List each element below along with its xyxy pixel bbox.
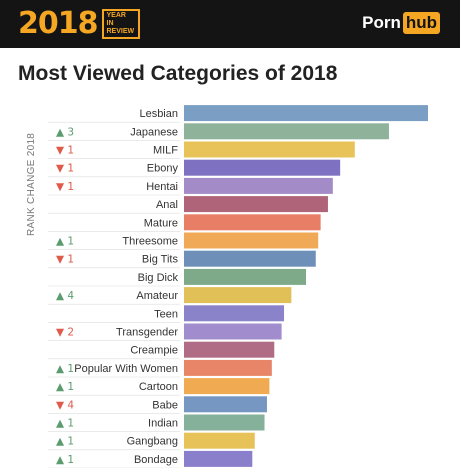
bar-cartoon [184, 378, 270, 395]
category-label: Mature [144, 217, 178, 229]
chart-title: Most Viewed Categories of 2018 [18, 62, 338, 85]
category-label: Japanese [130, 126, 178, 138]
rank-up-indicator: ▲ 1 [56, 381, 74, 393]
bar-creampie [184, 341, 275, 358]
category-label: Babe [152, 399, 178, 411]
bar-babe [184, 396, 267, 413]
rank-up-indicator: ▲ 1 [56, 418, 74, 430]
rank-down-indicator: ▼ 1 [56, 181, 74, 193]
year-number: 2018 [18, 6, 98, 41]
category-label: Transgender [116, 327, 178, 339]
rank-up-indicator: ▲ 1 [56, 436, 74, 448]
rank-up-indicator: ▲ 1 [56, 454, 74, 466]
rank-down-indicator: ▼ 1 [56, 163, 74, 175]
category-label: Hentai [146, 181, 178, 193]
category-label: Bondage [134, 454, 178, 466]
category-label: Gangbang [127, 436, 178, 448]
bar-lesbian [184, 105, 428, 122]
bar-threesome [184, 232, 319, 249]
year-in-review-badge: 2018 YEAR IN REVIEW [18, 6, 140, 41]
category-label: Cartoon [139, 381, 178, 393]
bar-big-tits [184, 250, 316, 267]
category-label: Big Tits [142, 254, 179, 266]
bar-bondage [184, 450, 253, 467]
rank-down-indicator: ▼ 4 [56, 399, 74, 411]
bar-big-dick [184, 268, 306, 285]
bar-anal [184, 196, 328, 213]
rank-down-indicator: ▼ 1 [56, 254, 74, 266]
bar-amateur [184, 287, 292, 304]
category-label: Indian [148, 418, 178, 430]
bar-indian [184, 414, 265, 431]
category-label: Teen [154, 308, 178, 320]
category-label: Amateur [136, 290, 178, 302]
bar-gangbang [184, 432, 255, 449]
rank-up-indicator: ▲ 1 [56, 363, 74, 375]
category-label: Ebony [147, 163, 179, 175]
site-logo: Porn hub [362, 12, 440, 34]
bar-transgender [184, 323, 282, 340]
rank-up-indicator: ▲ 3 [56, 126, 74, 138]
bar-teen [184, 305, 285, 322]
logo-text-part2: hub [402, 12, 440, 34]
rank-up-indicator: ▲ 4 [56, 290, 74, 302]
rank-down-indicator: ▼ 1 [56, 145, 74, 157]
bar-ebony [184, 159, 341, 176]
category-label: Anal [156, 199, 178, 211]
category-label: Popular With Women [74, 363, 178, 375]
logo-text-part1: Porn [362, 13, 401, 32]
bar-japanese [184, 123, 389, 140]
category-label: Threesome [122, 236, 178, 248]
category-label: Lesbian [139, 108, 178, 120]
rank-up-indicator: ▲ 1 [56, 236, 74, 248]
year-in-review-tag: YEAR IN REVIEW [101, 9, 140, 39]
bar-hentai [184, 177, 333, 194]
category-label: Creampie [130, 345, 178, 357]
rank-down-indicator: ▼ 2 [56, 327, 74, 339]
bar-milf [184, 141, 355, 158]
bar-popular-with-women [184, 359, 272, 376]
category-label: Big Dick [138, 272, 179, 284]
bar-mature [184, 214, 321, 231]
header-bar: 2018 YEAR IN REVIEW Porn hub [0, 0, 460, 48]
category-label: MILF [153, 145, 178, 157]
